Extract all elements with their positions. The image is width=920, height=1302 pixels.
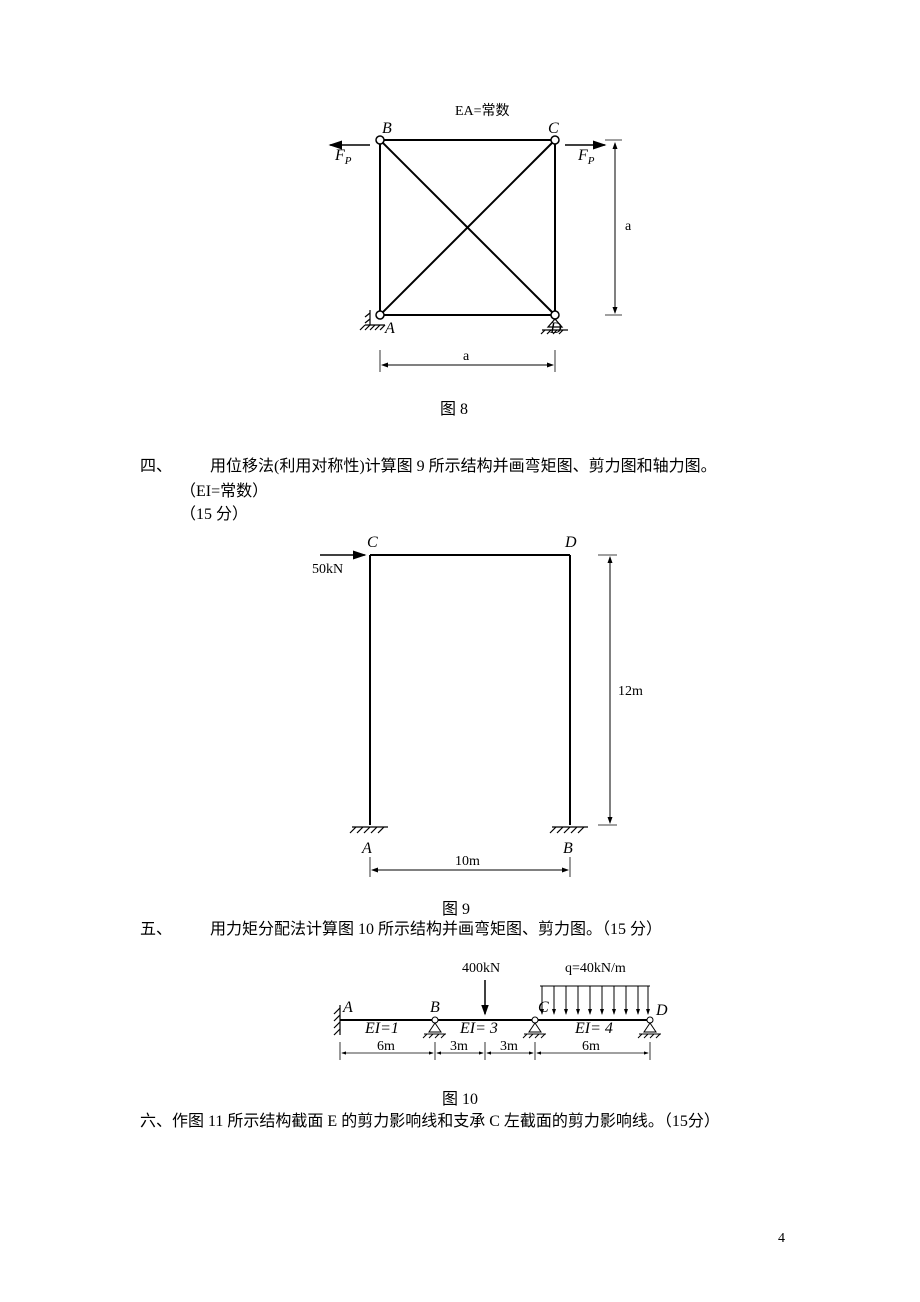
q6-text: 作图 11 所示结构截面 E 的剪力影响线和支承 C 左截面的剪力影响线。（15…: [172, 1113, 720, 1130]
fig10-label-B: B: [430, 999, 440, 1016]
fig10-dim4: 6m: [582, 1039, 600, 1054]
fig8-dim-v-label: a: [625, 219, 632, 234]
fig8-title: EA=常数: [455, 103, 510, 119]
fig8-svg: EA=常数 B C A D: [310, 95, 690, 415]
q6-number: 六、: [140, 1113, 172, 1130]
q4-text3: （15 分）: [180, 503, 248, 527]
fig8-label-D: D: [549, 320, 562, 337]
fig8-label-B: B: [382, 120, 392, 137]
fig10-EI1: EI=1: [364, 1020, 399, 1037]
fig8-truss: [380, 140, 555, 315]
fig9-frame: [370, 555, 570, 825]
q5-text: 用力矩分配法计算图 10 所示结构并画弯矩图、剪力图。（15 分）: [210, 918, 790, 942]
fig9-support-B: [550, 827, 588, 833]
fig9-label-B: B: [563, 840, 573, 857]
fig10-q-arrows: [542, 986, 648, 1014]
fig8-force-right-label: FP: [577, 147, 595, 167]
fig10-caption: 图 10: [442, 1085, 478, 1109]
fig8-dim-h-label: a: [463, 349, 470, 364]
fig10-dim3: 3m: [500, 1039, 518, 1054]
fig10-label-C: C: [538, 999, 549, 1016]
fig9-dim-v-label: 12m: [618, 684, 643, 699]
fig9-support-A: [350, 827, 388, 833]
fig9-force-label: 50kN: [312, 562, 343, 577]
fig9-label-A: A: [361, 840, 372, 857]
fig9-caption: 图 9: [442, 895, 470, 919]
fig10-dim2: 3m: [450, 1039, 468, 1054]
fig10-dim1: 6m: [377, 1039, 395, 1054]
fig10-EI2: EI= 3: [459, 1020, 498, 1037]
fig8-label-A: A: [384, 320, 395, 337]
fig10-support-A: [334, 1005, 340, 1035]
page: EA=常数 B C A D: [0, 0, 920, 1302]
fig8-label-C: C: [548, 120, 559, 137]
q5-number: 五、: [140, 918, 172, 942]
fig10-EI3: EI= 4: [574, 1020, 613, 1037]
fig8-force-left-label: FP: [334, 147, 352, 167]
q6-line: 六、作图 11 所示结构截面 E 的剪力影响线和支承 C 左截面的剪力影响线。（…: [140, 1110, 790, 1134]
fig10-q-label: q=40kN/m: [565, 961, 626, 976]
fig10-label-A: A: [342, 999, 353, 1016]
fig10-P-label: 400kN: [462, 961, 500, 976]
page-number: 4: [778, 1231, 785, 1247]
q4-text1: 用位移法(利用对称性)计算图 9 所示结构并画弯矩图、剪力图和轴力图。: [210, 455, 790, 479]
fig9-svg: C D A B 50kN 12m 10m: [290, 525, 670, 895]
q4-number: 四、: [140, 455, 172, 479]
fig10-svg: A B C D 400kN q=40kN/m: [310, 950, 710, 1090]
fig10-label-D: D: [655, 1002, 668, 1019]
fig9-label-D: D: [564, 534, 577, 551]
fig8-caption: 图 8: [440, 395, 468, 419]
fig9-dim-h-label: 10m: [455, 854, 480, 869]
q4-text2: （EI=常数）: [180, 480, 268, 504]
fig9-label-C: C: [367, 534, 378, 551]
